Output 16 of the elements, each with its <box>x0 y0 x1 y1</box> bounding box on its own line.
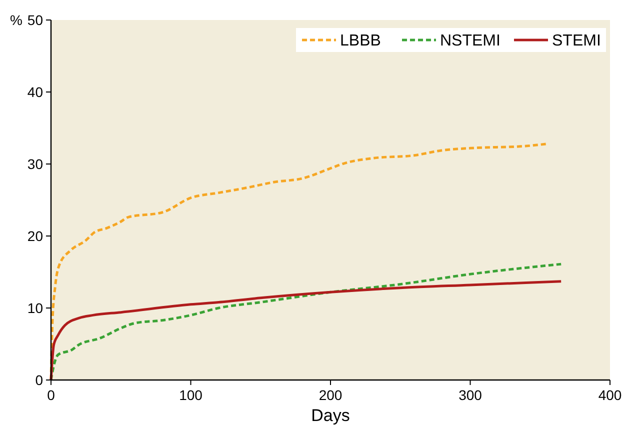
x-axis-title: Days <box>311 406 350 425</box>
x-tick-label: 100 <box>179 387 203 403</box>
x-tick-label: 0 <box>47 387 56 403</box>
y-tick-label: 40 <box>27 84 44 100</box>
y-axis-title: % <box>10 12 22 28</box>
y-tick-label: 20 <box>27 228 44 244</box>
y-tick-label: 50 <box>27 12 44 28</box>
y-tick-label: 0 <box>35 372 44 388</box>
x-tick-label: 200 <box>318 387 342 403</box>
legend-label: STEMI <box>552 32 601 50</box>
y-tick-label: 30 <box>27 156 44 172</box>
legend-label: LBBB <box>340 32 381 50</box>
y-tick-label: 10 <box>27 300 44 316</box>
x-tick-label: 300 <box>458 387 482 403</box>
legend-label: NSTEMI <box>440 32 500 50</box>
x-tick-label: 400 <box>598 387 622 403</box>
